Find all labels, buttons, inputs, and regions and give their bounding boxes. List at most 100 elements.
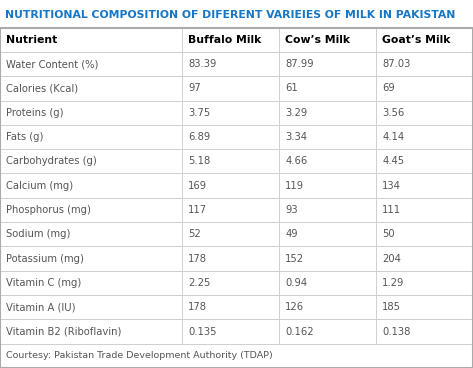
Bar [0, 173, 182, 198]
Bar [0, 222, 182, 247]
Text: 3.75: 3.75 [188, 108, 210, 118]
Text: 134: 134 [382, 181, 401, 191]
Text: 4.14: 4.14 [382, 132, 404, 142]
Bar [279, 295, 376, 319]
Bar [376, 52, 473, 76]
Bar [0, 28, 182, 52]
Bar [182, 28, 279, 52]
Bar [0, 295, 182, 319]
Text: Proteins (g): Proteins (g) [6, 108, 64, 118]
Text: 3.29: 3.29 [285, 108, 307, 118]
Text: 152: 152 [285, 254, 304, 263]
Text: 3.34: 3.34 [285, 132, 307, 142]
Text: 83.39: 83.39 [188, 59, 217, 69]
Bar [0, 125, 182, 149]
Text: Vitamin B2 (Riboflavin): Vitamin B2 (Riboflavin) [6, 326, 122, 336]
Bar [279, 271, 376, 295]
Text: Nutrient: Nutrient [6, 35, 57, 45]
Bar [279, 100, 376, 125]
Bar [182, 319, 279, 344]
Bar [0, 100, 182, 125]
Text: Cow’s Milk: Cow’s Milk [285, 35, 350, 45]
Text: 178: 178 [188, 302, 207, 312]
Text: 4.66: 4.66 [285, 156, 307, 166]
Text: Phosphorus (mg): Phosphorus (mg) [6, 205, 91, 215]
Text: 3.56: 3.56 [382, 108, 404, 118]
Text: 169: 169 [188, 181, 207, 191]
Text: 6.89: 6.89 [188, 132, 210, 142]
Bar [279, 28, 376, 52]
Bar [0, 198, 182, 222]
Text: 87.03: 87.03 [382, 59, 411, 69]
Text: Calories (Kcal): Calories (Kcal) [6, 84, 78, 93]
Bar [0, 149, 182, 173]
Text: 0.138: 0.138 [382, 326, 411, 336]
Bar [279, 52, 376, 76]
Text: 52: 52 [188, 229, 201, 239]
Bar [376, 198, 473, 222]
Text: 185: 185 [382, 302, 401, 312]
Bar [182, 247, 279, 271]
Bar [376, 149, 473, 173]
Bar [376, 271, 473, 295]
Bar [376, 173, 473, 198]
Bar [376, 319, 473, 344]
Bar [376, 100, 473, 125]
Text: 0.94: 0.94 [285, 278, 307, 288]
Text: Buffalo Milk: Buffalo Milk [188, 35, 262, 45]
Text: 61: 61 [285, 84, 298, 93]
Text: 126: 126 [285, 302, 304, 312]
Bar [182, 125, 279, 149]
Text: Water Content (%): Water Content (%) [6, 59, 98, 69]
Bar [182, 222, 279, 247]
Bar [279, 149, 376, 173]
Bar [279, 319, 376, 344]
Text: 87.99: 87.99 [285, 59, 314, 69]
Bar [0, 344, 473, 368]
Text: Goat’s Milk: Goat’s Milk [382, 35, 451, 45]
Text: 204: 204 [382, 254, 401, 263]
Text: Potassium (mg): Potassium (mg) [6, 254, 84, 263]
Text: 5.18: 5.18 [188, 156, 210, 166]
Bar [376, 28, 473, 52]
Text: 93: 93 [285, 205, 298, 215]
Text: 111: 111 [382, 205, 401, 215]
Bar [182, 76, 279, 100]
Bar [376, 125, 473, 149]
Bar [376, 295, 473, 319]
Text: 2.25: 2.25 [188, 278, 210, 288]
Text: 178: 178 [188, 254, 207, 263]
Text: NUTRITIONAL COMPOSITION OF DIFERENT VARIEIES OF MILK IN PAKISTAN: NUTRITIONAL COMPOSITION OF DIFERENT VARI… [5, 10, 455, 20]
Bar [182, 149, 279, 173]
Bar [279, 173, 376, 198]
Bar [0, 76, 182, 100]
Bar [182, 52, 279, 76]
Bar [0, 247, 182, 271]
Text: 97: 97 [188, 84, 201, 93]
Bar [376, 247, 473, 271]
Bar [376, 76, 473, 100]
Bar [279, 247, 376, 271]
Text: 50: 50 [382, 229, 395, 239]
Text: 1.29: 1.29 [382, 278, 404, 288]
Bar [182, 173, 279, 198]
Text: Courtesy: Pakistan Trade Development Authority (TDAP): Courtesy: Pakistan Trade Development Aut… [6, 351, 273, 360]
Text: 117: 117 [188, 205, 207, 215]
Bar [182, 295, 279, 319]
Bar [0, 52, 182, 76]
Text: Fats (g): Fats (g) [6, 132, 44, 142]
Bar [376, 222, 473, 247]
Text: Sodium (mg): Sodium (mg) [6, 229, 70, 239]
Text: 49: 49 [285, 229, 298, 239]
Text: Vitamin A (IU): Vitamin A (IU) [6, 302, 76, 312]
Text: Calcium (mg): Calcium (mg) [6, 181, 73, 191]
Bar [0, 271, 182, 295]
Bar [279, 76, 376, 100]
Bar [0, 319, 182, 344]
Bar [182, 271, 279, 295]
Text: 0.162: 0.162 [285, 326, 314, 336]
Bar [182, 198, 279, 222]
Bar [279, 222, 376, 247]
Text: 69: 69 [382, 84, 395, 93]
Text: 0.135: 0.135 [188, 326, 217, 336]
